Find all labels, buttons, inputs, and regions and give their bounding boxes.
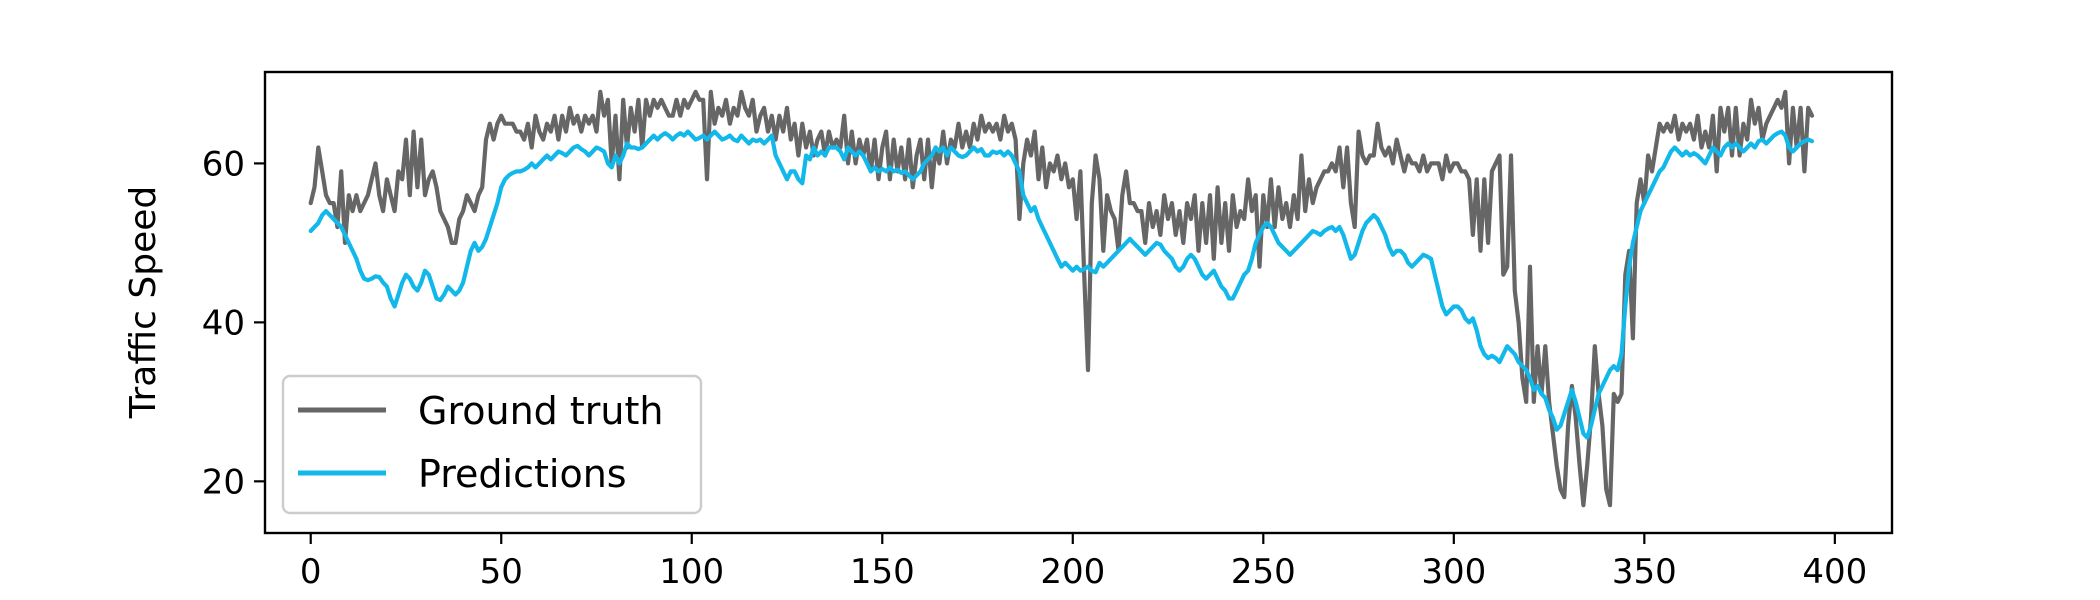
y-tick-label: 60 bbox=[202, 144, 245, 184]
legend-label-predictions: Predictions bbox=[418, 452, 627, 496]
y-tick-label: 20 bbox=[202, 462, 245, 502]
x-tick-label: 100 bbox=[659, 552, 724, 592]
x-tick-label: 400 bbox=[1802, 552, 1867, 592]
x-tick-label: 50 bbox=[480, 552, 523, 592]
legend: Ground truth Predictions bbox=[281, 374, 703, 515]
x-tick-label: 0 bbox=[300, 552, 322, 592]
y-tick-label: 40 bbox=[202, 303, 245, 343]
y-axis-title: Traffic Speed bbox=[123, 186, 164, 419]
x-tick-label: 300 bbox=[1421, 552, 1486, 592]
x-tick-label: 250 bbox=[1231, 552, 1296, 592]
x-tick-label: 200 bbox=[1040, 552, 1105, 592]
series-layer bbox=[308, 89, 1815, 508]
plot-frame bbox=[263, 70, 1894, 535]
series-line-predictions bbox=[308, 129, 1815, 440]
series-line-ground-truth bbox=[308, 89, 1815, 508]
x-tick-label: 150 bbox=[850, 552, 915, 592]
y-axis: 20 40 60 bbox=[202, 144, 265, 502]
legend-label-ground-truth: Ground truth bbox=[418, 389, 663, 433]
x-tick-label: 350 bbox=[1612, 552, 1677, 592]
legend-box bbox=[281, 374, 703, 515]
x-axis: 0 50 100 150 200 250 300 350 400 bbox=[300, 533, 1867, 592]
